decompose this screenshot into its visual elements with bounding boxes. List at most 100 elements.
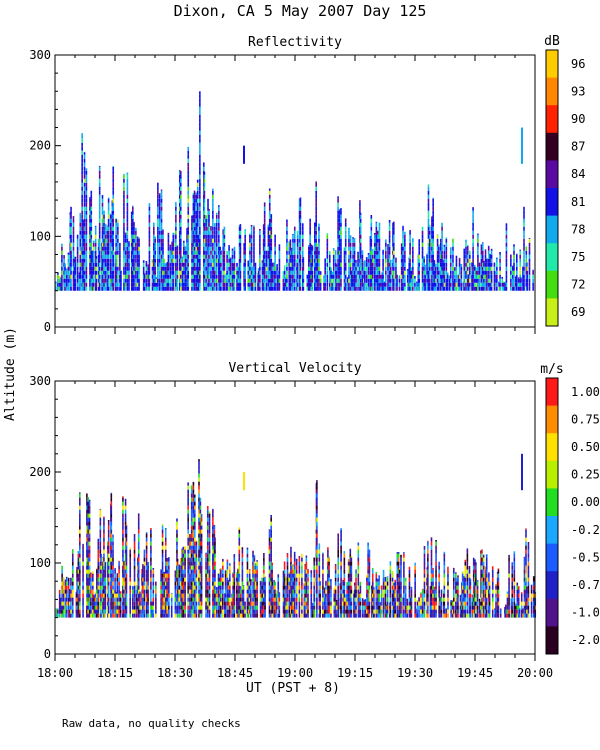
data-cell <box>318 250 320 255</box>
data-cell <box>133 589 136 594</box>
data-cell <box>137 605 139 610</box>
data-cell <box>348 274 350 279</box>
data-cell <box>247 286 250 291</box>
data-cell <box>431 274 433 279</box>
data-cell <box>196 222 199 227</box>
data-cell <box>89 286 91 291</box>
data-cell <box>489 266 491 271</box>
data-cell <box>142 262 145 267</box>
data-cell <box>436 238 439 243</box>
data-cell <box>98 178 101 183</box>
data-cell <box>65 270 68 275</box>
data-cell <box>167 242 170 247</box>
data-cell <box>496 278 498 283</box>
data-cell <box>244 270 246 275</box>
data-cell <box>278 262 281 267</box>
data-cell <box>440 250 442 255</box>
data-cell <box>196 262 199 267</box>
colorbar-label: 96 <box>571 57 585 71</box>
data-cell <box>442 266 445 271</box>
data-cell <box>483 278 485 283</box>
data-cell <box>157 286 159 291</box>
data-cell <box>187 174 190 179</box>
data-cell <box>186 254 188 259</box>
data-cell <box>385 278 387 283</box>
data-cell <box>89 258 91 263</box>
data-cell <box>192 278 195 283</box>
data-cell <box>445 282 448 287</box>
data-cell <box>81 286 83 291</box>
data-cell <box>126 266 129 271</box>
data-cell <box>455 270 458 275</box>
data-cell <box>367 266 370 271</box>
data-cell <box>353 278 356 283</box>
data-cell <box>244 286 246 291</box>
data-cell <box>526 274 529 279</box>
data-cell <box>86 605 88 610</box>
data-cell <box>233 246 236 251</box>
data-cell <box>498 281 500 283</box>
data-cell <box>238 242 241 247</box>
data-cell <box>309 266 311 271</box>
data-cell <box>375 230 378 235</box>
data-cell <box>428 282 431 287</box>
data-cell <box>104 585 107 590</box>
data-cell <box>432 222 434 227</box>
data-cell <box>406 274 409 279</box>
data-cell <box>103 541 105 546</box>
data-cell <box>86 573 88 578</box>
data-cell <box>203 238 206 243</box>
data-cell <box>90 593 92 598</box>
data-cell <box>431 286 433 291</box>
data-cell <box>460 286 463 291</box>
data-cell <box>128 254 130 259</box>
data-cell <box>421 254 424 259</box>
data-cell <box>111 206 114 211</box>
data-cell <box>496 258 498 263</box>
data-cell <box>87 505 89 510</box>
data-cell <box>458 270 461 275</box>
data-cell <box>94 234 97 239</box>
data-cell <box>198 238 200 243</box>
data-cell <box>117 254 119 259</box>
data-cell <box>101 222 104 227</box>
data-cell <box>418 266 421 271</box>
data-cell <box>434 282 437 287</box>
data-cell <box>126 250 129 255</box>
data-cell <box>186 238 188 243</box>
data-cell <box>359 286 362 291</box>
data-cell <box>296 238 299 243</box>
data-cell <box>94 246 97 251</box>
data-cell <box>148 286 151 291</box>
data-cell <box>203 186 206 191</box>
data-cell <box>187 198 190 203</box>
data-cell <box>265 254 268 259</box>
data-cell <box>89 197 91 199</box>
data-cell <box>302 278 305 283</box>
data-cell <box>376 254 379 259</box>
data-cell <box>467 282 470 287</box>
data-cell <box>94 226 97 231</box>
data-cell <box>316 278 319 283</box>
data-cell <box>199 126 201 131</box>
data-cell <box>72 282 75 287</box>
data-cell <box>57 613 59 618</box>
data-cell <box>208 242 210 247</box>
data-cell <box>421 286 424 291</box>
data-cell <box>135 593 138 598</box>
data-cell <box>129 609 132 614</box>
data-cell <box>106 250 109 255</box>
data-cell <box>164 278 167 283</box>
data-cell <box>179 178 182 183</box>
data-cell <box>400 258 403 263</box>
data-cell <box>410 278 413 283</box>
data-cell <box>103 601 105 606</box>
data-cell <box>143 605 146 610</box>
data-cell <box>118 577 120 582</box>
data-cell <box>148 238 151 243</box>
data-cell <box>226 262 228 267</box>
data-cell <box>83 194 86 199</box>
data-cell <box>522 274 524 279</box>
data-cell <box>100 561 102 566</box>
data-cell <box>268 238 271 243</box>
